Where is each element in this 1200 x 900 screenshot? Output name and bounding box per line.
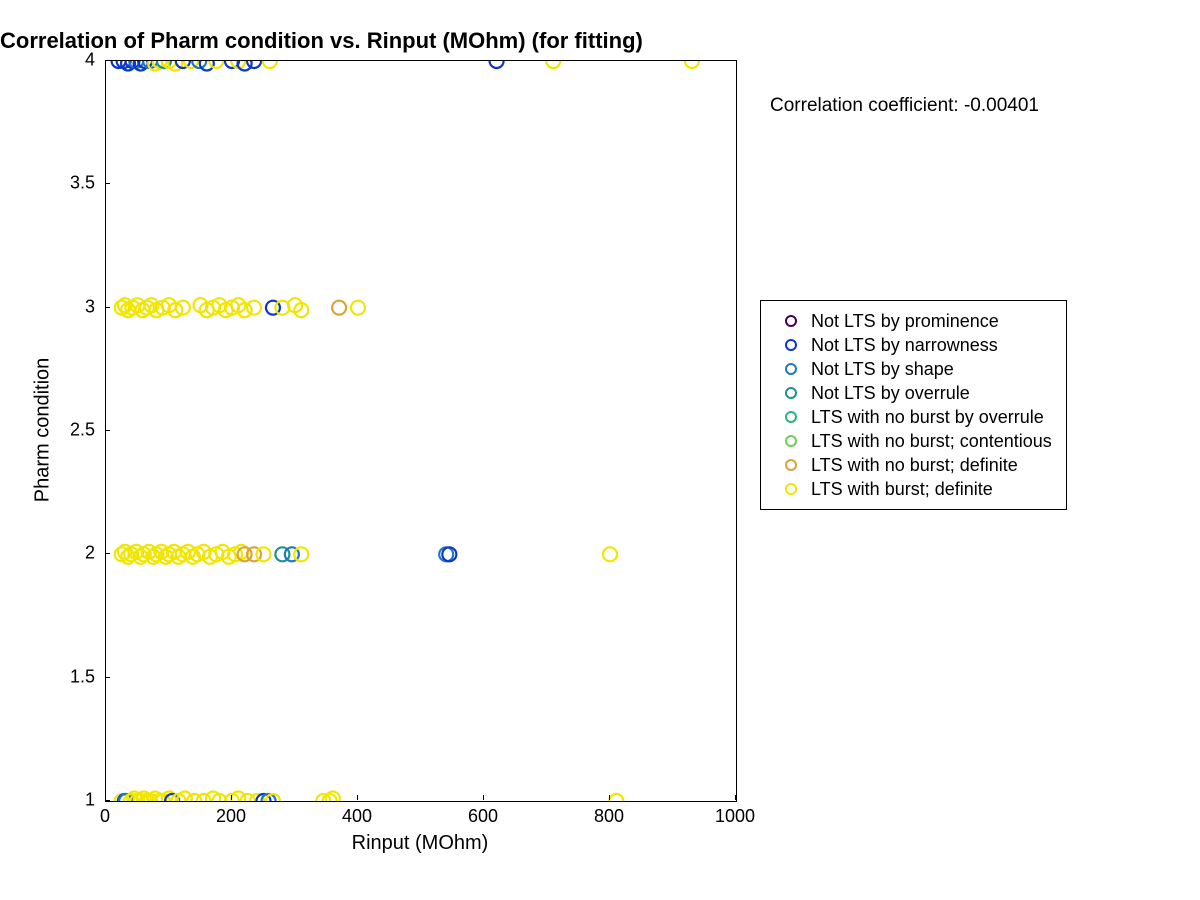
y-tick-label: 2 [85, 543, 95, 564]
legend-marker-icon [771, 480, 811, 498]
y-tick-mark [105, 60, 110, 61]
scatter-point [263, 61, 277, 68]
x-tick-mark [483, 795, 484, 800]
x-tick-label: 1000 [715, 806, 755, 827]
legend-item: Not LTS by prominence [771, 309, 1052, 333]
y-tick-mark [105, 430, 110, 431]
scatter-point [247, 61, 261, 68]
x-tick-label: 400 [342, 806, 372, 827]
x-tick-label: 200 [216, 806, 246, 827]
legend-marker-icon [771, 432, 811, 450]
x-tick-mark [357, 795, 358, 800]
scatter-point [257, 547, 271, 561]
legend-label: Not LTS by shape [811, 359, 954, 380]
legend-label: Not LTS by overrule [811, 383, 970, 404]
x-tick-mark [735, 795, 736, 800]
scatter-point [266, 794, 280, 801]
y-tick-label: 4 [85, 50, 95, 71]
legend-marker-icon [771, 408, 811, 426]
correlation-annotation: Correlation coefficient: -0.00401 [770, 95, 1039, 117]
legend-label: Not LTS by narrowness [811, 335, 998, 356]
scatter-point [609, 794, 623, 801]
scatter-point [209, 61, 223, 68]
x-tick-label: 800 [594, 806, 624, 827]
legend-item: Not LTS by overrule [771, 381, 1052, 405]
y-axis-label: Pharm condition [32, 358, 55, 503]
legend-label: Not LTS by prominence [811, 311, 999, 332]
scatter-point [247, 301, 261, 315]
y-tick-mark [105, 553, 110, 554]
scatter-point [197, 794, 211, 801]
chart-title: Correlation of Pharm condition vs. Rinpu… [0, 28, 643, 54]
y-tick-label: 3.5 [70, 173, 95, 194]
legend-marker-icon [771, 312, 811, 330]
y-tick-label: 1.5 [70, 666, 95, 687]
legend-item: LTS with no burst; contentious [771, 429, 1052, 453]
scatter-point [490, 61, 504, 68]
x-axis-label: Rinput (MOhm) [352, 832, 489, 855]
y-tick-mark [105, 800, 110, 801]
y-tick-label: 1 [85, 790, 95, 811]
x-tick-label: 0 [100, 806, 110, 827]
scatter-point [685, 61, 699, 68]
legend-label: LTS with burst; definite [811, 479, 993, 500]
y-tick-label: 3 [85, 296, 95, 317]
x-tick-label: 600 [468, 806, 498, 827]
legend-marker-icon [771, 360, 811, 378]
scatter-layer [106, 61, 736, 801]
legend-item: LTS with burst; definite [771, 477, 1052, 501]
legend: Not LTS by prominence Not LTS by narrowne… [760, 300, 1067, 510]
scatter-point [294, 547, 308, 561]
legend-marker-icon [771, 384, 811, 402]
scatter-point [332, 301, 346, 315]
scatter-point [546, 61, 560, 68]
y-tick-mark [105, 677, 110, 678]
y-tick-mark [105, 307, 110, 308]
legend-label: LTS with no burst by overrule [811, 407, 1044, 428]
legend-label: LTS with no burst; definite [811, 455, 1018, 476]
x-tick-mark [231, 795, 232, 800]
y-tick-mark [105, 183, 110, 184]
plot-area [105, 60, 737, 802]
legend-label: LTS with no burst; contentious [811, 431, 1052, 452]
y-tick-label: 2.5 [70, 420, 95, 441]
legend-item: LTS with no burst; definite [771, 453, 1052, 477]
chart-container: Correlation of Pharm condition vs. Rinpu… [0, 0, 1200, 900]
scatter-point [603, 547, 617, 561]
legend-item: Not LTS by narrowness [771, 333, 1052, 357]
legend-marker-icon [771, 336, 811, 354]
legend-item: Not LTS by shape [771, 357, 1052, 381]
x-tick-mark [609, 795, 610, 800]
scatter-point [351, 301, 365, 315]
legend-marker-icon [771, 456, 811, 474]
legend-item: LTS with no burst by overrule [771, 405, 1052, 429]
